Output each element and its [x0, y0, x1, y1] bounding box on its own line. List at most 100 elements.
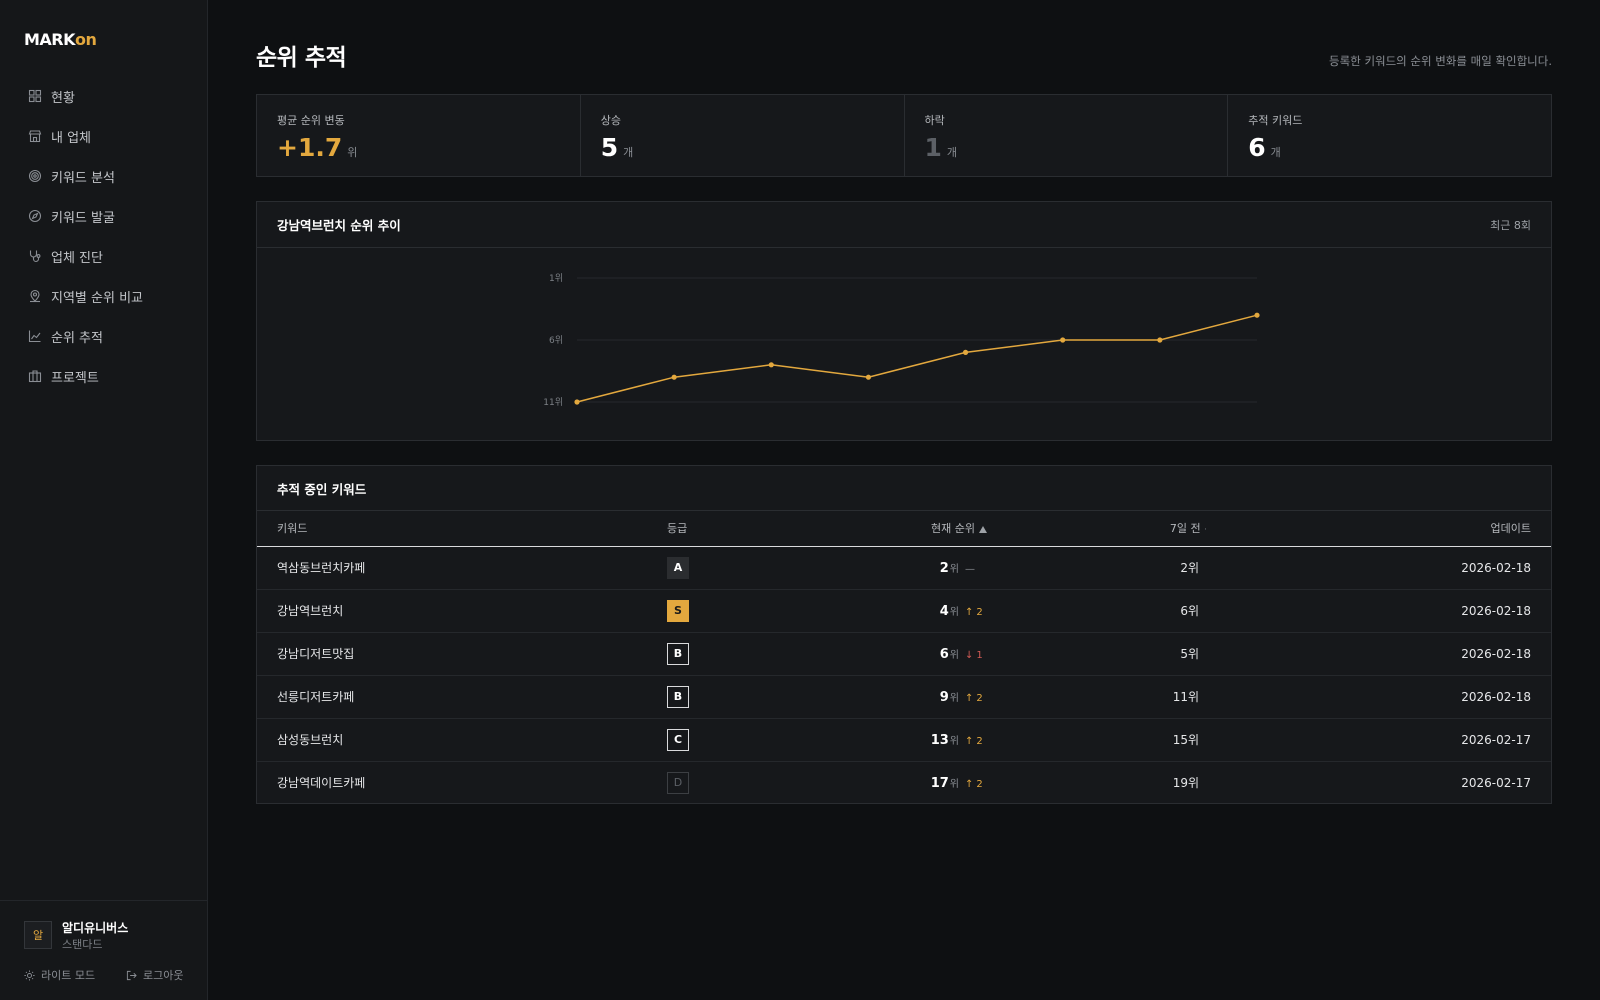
rank-change: ↑ 2: [965, 693, 987, 704]
current-rank: 9: [939, 689, 949, 705]
current-rank: 4: [939, 603, 949, 619]
arrow-up-icon: ↑: [965, 606, 974, 618]
grade-cell: D: [647, 761, 777, 804]
panel-title: 추적 중인 키워드: [277, 481, 367, 497]
grid-icon: [28, 89, 42, 103]
stat-value: 6: [1248, 133, 1266, 162]
y-tick-label: 6위: [549, 335, 563, 346]
updated-cell: 2026-02-18: [1207, 675, 1551, 719]
stat-value: 1: [924, 133, 942, 162]
logout-button[interactable]: 로그아웃: [126, 967, 183, 983]
light-mode-label: 라이트 모드: [41, 969, 96, 982]
keyword-cell: 선릉디저트카페: [257, 675, 647, 719]
brand-logo[interactable]: MARKon: [24, 30, 97, 49]
sidebar-item-label: 키워드 발굴: [51, 210, 115, 226]
data-point[interactable]: [574, 399, 580, 405]
column-header-current-rank[interactable]: 현재 순위: [777, 511, 987, 547]
prev-rank: 6위: [1180, 604, 1199, 618]
stat-label: 평균 순위 변동: [277, 114, 345, 127]
rank-trend-panel: 강남역브런치 순위 추이 최근 8회 1위 6위 11위: [256, 201, 1552, 441]
data-point[interactable]: [865, 374, 872, 380]
sidebar-item-business-diagnosis[interactable]: 업체 진단: [0, 236, 208, 276]
prev-rank-cell: 5위: [987, 632, 1207, 676]
rank-change: ↓ 1: [965, 650, 987, 661]
table-row[interactable]: 강남역데이트카페 D 17위 ↑ 2 19위 2026-02-17: [257, 761, 1551, 804]
stat-unit: 개: [623, 146, 634, 159]
map-pin-icon: [28, 289, 42, 303]
rank-change-value: 2: [976, 778, 983, 790]
rank-change: ↑ 2: [965, 736, 987, 747]
user-plan: 스탠다드: [62, 938, 103, 951]
sidebar-item-projects[interactable]: 프로젝트: [0, 356, 208, 396]
current-rank: 6: [939, 646, 949, 662]
sidebar-nav: 현황 내 업체 키워드 분석 키워드 발굴 업체 진단: [0, 76, 208, 396]
stat-label: 하락: [924, 114, 945, 127]
data-point[interactable]: [1060, 337, 1066, 343]
data-point[interactable]: [768, 362, 774, 368]
grade-badge: C: [667, 728, 689, 751]
logout-label: 로그아웃: [143, 969, 184, 982]
grade-cell: B: [647, 632, 777, 676]
prev-rank: 2위: [1180, 561, 1199, 575]
updated-cell: 2026-02-18: [1207, 546, 1551, 590]
line-chart-icon: [28, 329, 42, 343]
light-mode-button[interactable]: 라이트 모드: [24, 967, 95, 983]
rank-change-value: 2: [976, 735, 983, 747]
current-rank-cell: 2위 —: [777, 546, 987, 590]
sidebar: MARKon 현황 내 업체 키워드 분석 키워드 발굴: [0, 0, 208, 1000]
prev-rank: 11위: [1172, 690, 1199, 704]
grade-cell: S: [647, 589, 777, 633]
data-point[interactable]: [671, 374, 677, 380]
data-point[interactable]: [1157, 337, 1163, 343]
logo-accent: on: [75, 30, 97, 49]
sidebar-item-rank-tracking[interactable]: 순위 추적: [0, 316, 208, 356]
prev-rank: 15위: [1172, 733, 1199, 747]
stat-unit: 개: [1270, 146, 1281, 159]
table-header-row: 키워드 등급 현재 순위 7일 전 · 업데이트: [257, 511, 1551, 547]
table-row[interactable]: 선릉디저트카페 B 9위 ↑ 2 11위 2026-02-18: [257, 675, 1551, 719]
arrow-up-icon: ↑: [965, 692, 974, 704]
sidebar-item-keyword-discovery[interactable]: 키워드 발굴: [0, 196, 208, 236]
prev-rank: 19위: [1172, 776, 1199, 791]
logout-icon: [126, 970, 137, 980]
stethoscope-icon: [28, 249, 42, 263]
rank-change: ↑ 2: [965, 779, 987, 790]
column-header-updated[interactable]: 업데이트: [1207, 511, 1551, 547]
data-point[interactable]: [1254, 312, 1260, 318]
current-rank: 17: [930, 775, 949, 791]
sidebar-item-dashboard[interactable]: 현황: [0, 76, 208, 116]
prev-rank-cell: 2위: [987, 546, 1207, 590]
y-tick-label: 1위: [549, 273, 563, 284]
briefcase-icon: [28, 369, 42, 383]
grade-badge: B: [667, 685, 689, 708]
avatar[interactable]: 알: [24, 921, 52, 949]
sun-icon: [24, 969, 35, 981]
table-row[interactable]: 삼성동브런치 C 13위 ↑ 2 15위 2026-02-17: [257, 718, 1551, 762]
column-header-keyword[interactable]: 키워드: [257, 511, 647, 547]
tracked-keywords-panel: 추적 중인 키워드 키워드 등급 현재 순위 7일 전 · 업데이트 역삼동브런…: [256, 465, 1552, 804]
table-row[interactable]: 강남역브런치 S 4위 ↑ 2 6위 2026-02-18: [257, 589, 1551, 633]
sidebar-item-regional-rank[interactable]: 지역별 순위 비교: [0, 276, 208, 316]
column-header-grade[interactable]: 등급: [647, 511, 777, 547]
sidebar-item-label: 순위 추적: [51, 330, 103, 346]
compass-icon: [28, 209, 42, 223]
data-point[interactable]: [962, 349, 969, 355]
grade-badge: B: [667, 642, 689, 665]
table-row[interactable]: 강남디저트맛집 B 6위 ↓ 1 5위 2026-02-18: [257, 632, 1551, 676]
sidebar-item-my-business[interactable]: 내 업체: [0, 116, 208, 156]
prev-rank: 5위: [1180, 647, 1199, 661]
sidebar-item-label: 프로젝트: [51, 370, 99, 386]
series-line: [576, 314, 1258, 403]
keyword-cell: 강남역데이트카페: [277, 776, 366, 791]
column-header-7-days-ago[interactable]: 7일 전 ·: [987, 511, 1207, 547]
keyword-cell: 역삼동브런치카페: [257, 546, 647, 590]
keywords-table: 키워드 등급 현재 순위 7일 전 · 업데이트 역삼동브런치카페 A 2위 —2위 2…: [257, 511, 1551, 804]
sidebar-item-keyword-analysis[interactable]: 키워드 분석: [0, 156, 208, 196]
stat-label: 상승: [600, 114, 621, 127]
table-row[interactable]: 역삼동브런치카페 A 2위 — 2위 2026-02-18: [257, 546, 1551, 590]
rank-unit: 위: [949, 692, 959, 704]
stat-unit: 위: [347, 146, 358, 159]
sort-asc-icon: [979, 526, 987, 534]
